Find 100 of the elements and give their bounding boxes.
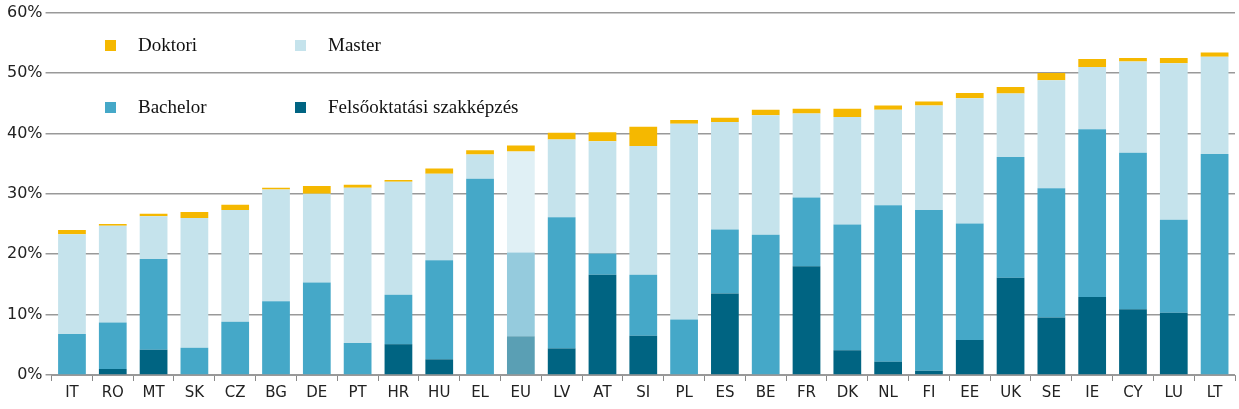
bar bbox=[955, 339, 984, 375]
x-tick-label: RO bbox=[101, 382, 124, 401]
bar bbox=[874, 361, 903, 375]
bar bbox=[711, 293, 739, 375]
bar bbox=[670, 123, 698, 320]
bar bbox=[98, 368, 127, 375]
bar bbox=[833, 224, 862, 351]
bar bbox=[221, 321, 250, 375]
x-tick-label: SI bbox=[636, 382, 651, 401]
bar bbox=[711, 121, 739, 230]
x-tick-label: AT bbox=[593, 382, 613, 401]
bar bbox=[751, 109, 780, 116]
bar bbox=[262, 189, 290, 302]
x-tick-label: SE bbox=[1041, 382, 1061, 401]
bar bbox=[751, 234, 780, 375]
bar bbox=[384, 181, 413, 295]
bar bbox=[506, 151, 535, 253]
x-tick-label: PT bbox=[348, 382, 368, 401]
bar bbox=[547, 139, 576, 218]
bar bbox=[1159, 57, 1188, 64]
bar bbox=[506, 252, 535, 337]
y-tick-label: 20% bbox=[7, 243, 43, 263]
bar bbox=[588, 141, 617, 254]
x-tick-label: NL bbox=[878, 382, 899, 401]
bar bbox=[874, 205, 903, 362]
bar bbox=[425, 168, 454, 174]
x-tick-label: DK bbox=[836, 382, 860, 401]
bar bbox=[180, 347, 209, 375]
bar bbox=[221, 204, 250, 211]
bar bbox=[302, 193, 331, 283]
x-tick-label: CY bbox=[1123, 382, 1144, 401]
bar bbox=[874, 109, 903, 206]
bar bbox=[343, 184, 372, 188]
bar bbox=[670, 319, 698, 375]
bar bbox=[915, 105, 943, 211]
bar bbox=[629, 146, 658, 275]
bar bbox=[1078, 297, 1107, 375]
x-tick-label: IE bbox=[1085, 382, 1100, 401]
bar bbox=[1037, 317, 1066, 375]
bar bbox=[343, 187, 372, 343]
bar bbox=[425, 359, 454, 375]
x-tick-label: HU bbox=[428, 382, 451, 401]
bar bbox=[98, 322, 127, 369]
bar bbox=[833, 108, 862, 118]
bar bbox=[466, 150, 494, 155]
bar bbox=[915, 210, 943, 371]
bar bbox=[1159, 63, 1188, 220]
bar bbox=[1078, 59, 1107, 67]
bar bbox=[792, 197, 821, 267]
legend-label: Master bbox=[328, 34, 381, 56]
x-tick-label: BE bbox=[755, 382, 776, 401]
y-tick-label: 0% bbox=[17, 364, 43, 384]
bar bbox=[1200, 56, 1229, 154]
bar bbox=[792, 266, 821, 375]
bar bbox=[955, 98, 984, 224]
bar bbox=[58, 234, 86, 334]
y-tick-label: 60% bbox=[7, 1, 43, 21]
x-tick-label: MT bbox=[142, 382, 166, 401]
y-tick-label: 40% bbox=[7, 122, 43, 142]
x-tick-label: FR bbox=[796, 382, 817, 401]
bar bbox=[711, 117, 739, 122]
bar bbox=[955, 223, 984, 340]
x-tick-label: EL bbox=[471, 382, 490, 401]
bar bbox=[506, 336, 535, 375]
x-tick-label: HR bbox=[387, 382, 410, 401]
bar bbox=[1119, 61, 1147, 153]
bar bbox=[629, 274, 658, 336]
bar bbox=[384, 344, 413, 375]
bar bbox=[1119, 152, 1147, 310]
x-tick-label: LT bbox=[1206, 382, 1224, 401]
bar bbox=[98, 225, 127, 323]
bar bbox=[1037, 188, 1066, 318]
x-tick-label: CZ bbox=[224, 382, 246, 401]
legend-label: Bachelor bbox=[138, 96, 207, 118]
x-tick-label: IT bbox=[65, 382, 80, 401]
bar bbox=[1200, 52, 1229, 57]
bar bbox=[588, 132, 617, 142]
bar bbox=[384, 294, 413, 345]
bar bbox=[996, 156, 1025, 278]
x-tick-label: EE bbox=[960, 382, 980, 401]
bar bbox=[547, 132, 576, 140]
bar bbox=[58, 333, 86, 375]
bar bbox=[955, 92, 984, 99]
bar bbox=[58, 230, 86, 235]
bar bbox=[996, 86, 1025, 94]
bar bbox=[547, 217, 576, 349]
x-tick-label: LU bbox=[1164, 382, 1184, 401]
bar bbox=[466, 154, 494, 179]
bar bbox=[915, 101, 943, 106]
bar bbox=[343, 342, 372, 375]
bar bbox=[262, 301, 290, 375]
bar bbox=[506, 145, 535, 152]
x-tick-label: LV bbox=[553, 382, 571, 401]
x-tick-label: DE bbox=[306, 382, 328, 401]
x-tick-label: BG bbox=[265, 382, 287, 401]
bar bbox=[833, 350, 862, 375]
bar bbox=[833, 117, 862, 225]
bar bbox=[139, 216, 168, 260]
bar bbox=[302, 185, 331, 194]
bar bbox=[1037, 73, 1066, 81]
